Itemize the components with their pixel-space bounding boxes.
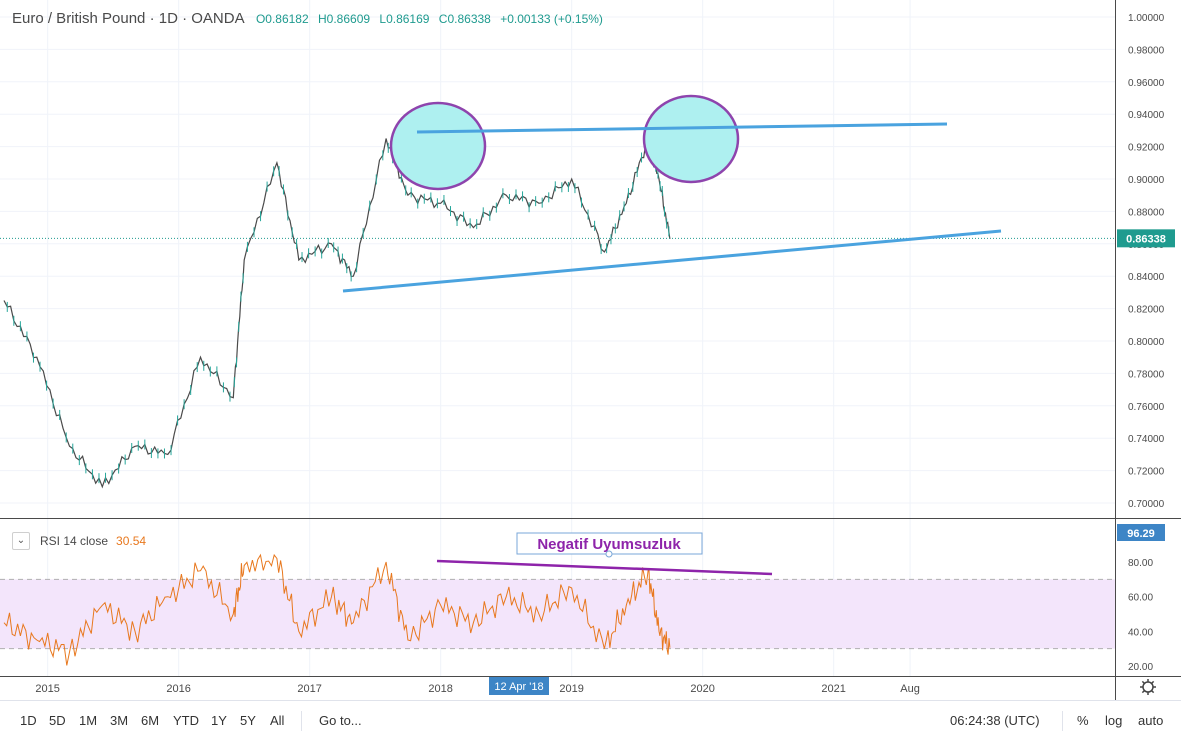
- timeframe-5d[interactable]: 5D: [49, 713, 66, 728]
- rsi-tick-label: 60.00: [1128, 593, 1153, 604]
- auto-button[interactable]: auto: [1138, 713, 1164, 728]
- crosshair-date-label: 12 Apr '18: [494, 681, 543, 693]
- annotation-text: Negatif Uyumsuzluk: [537, 536, 681, 553]
- drawings: Negatif Uyumsuzluk: [342, 94, 1002, 576]
- chart-legend: Euro / British Pound · 1D · OANDA O0.861…: [12, 10, 609, 27]
- price-line: [3, 135, 671, 489]
- annotation-anchor: [605, 550, 613, 558]
- price-tick-label: 0.98000: [1128, 45, 1165, 56]
- price-tick-label: 0.80000: [1128, 337, 1165, 348]
- rsi-tick-label: 20.00: [1128, 662, 1153, 673]
- rsi-line: [3, 553, 671, 666]
- price-tick-label: 0.82000: [1128, 305, 1165, 316]
- price-tick-label: 0.78000: [1128, 369, 1165, 380]
- timeframe-1m[interactable]: 1M: [79, 713, 98, 728]
- timeframe-all[interactable]: All: [270, 713, 285, 728]
- toolbar-divider: [1062, 711, 1063, 731]
- price-tick-label: 0.84000: [1128, 272, 1165, 283]
- rsi-band: [0, 578, 1115, 650]
- last-price-label: 0.86338: [1126, 233, 1166, 245]
- ohlc-values: O0.86182 H0.86609 L0.86169 C0.86338 +0.0…: [256, 12, 609, 26]
- gear-tooth: [1141, 680, 1145, 684]
- timeframe-1d[interactable]: 1D: [20, 713, 37, 728]
- bottom-toolbar: 1D 5D 1M 3M 6M YTD 1Y 5Y All Go to... 06…: [0, 700, 1181, 742]
- rsi-overbought-oversold-band: [0, 579, 1115, 649]
- support-trendline: [342, 229, 1002, 293]
- chevron-down-icon[interactable]: ⌄: [12, 532, 30, 550]
- time-tick-label: 2021: [821, 683, 845, 695]
- divergence-annotation: Negatif Uyumsuzluk: [516, 532, 703, 558]
- goto-button[interactable]: Go to...: [319, 713, 362, 728]
- time-tick-label: 2017: [297, 683, 321, 695]
- axes: 1.00000 0.98000 0.96000 0.94000 0.92000 0.900…: [35, 13, 1175, 695]
- price-tick-label: 0.88000: [1128, 207, 1165, 218]
- price-tick-label: 0.74000: [1128, 434, 1165, 445]
- price-tick-label: 0.70000: [1128, 499, 1165, 510]
- rsi-marker-label: 96.29: [1127, 528, 1155, 540]
- gridlines: [0, 0, 1115, 676]
- timeframe-5y[interactable]: 5Y: [240, 713, 256, 728]
- high-value: H0.86609: [318, 12, 371, 26]
- price-tick-label: 0.76000: [1128, 402, 1165, 413]
- last-price-tag: 0.86338: [1117, 229, 1175, 248]
- time-tick-label: Aug: [900, 683, 920, 695]
- last-price-bg: [1117, 229, 1175, 248]
- price-tick-label: 0.94000: [1128, 110, 1165, 121]
- rsi-legend: ⌄ RSI 14 close 30.54: [12, 532, 146, 550]
- rsi-marker-tag: 96.29: [1117, 524, 1165, 541]
- timeframe-3m[interactable]: 3M: [110, 713, 129, 728]
- gear-tooth: [1151, 690, 1155, 694]
- open-value: O0.86182: [255, 12, 309, 26]
- price-tick-label: 1.00000: [1128, 13, 1165, 24]
- crosshair-date-tag: 12 Apr '18: [489, 677, 549, 695]
- rsi-marker-bg: [1117, 524, 1165, 541]
- time-tick-label: 2015: [35, 683, 59, 695]
- gear-tooth: [1141, 690, 1145, 694]
- time-tick-label: 2018: [428, 683, 452, 695]
- toolbar-divider: [301, 711, 302, 731]
- close-value: C0.86338: [438, 12, 491, 26]
- time-tick-label: 2020: [690, 683, 714, 695]
- rsi-tick-label: 80.00: [1128, 558, 1153, 569]
- log-button[interactable]: log: [1105, 713, 1123, 728]
- low-value: L0.86169: [379, 12, 430, 26]
- price-tick-label: 0.90000: [1128, 175, 1165, 186]
- resistance-trendline: [416, 122, 948, 134]
- gear-icon: [1140, 679, 1156, 695]
- top-circle-right: [642, 94, 740, 184]
- crosshair-date-bg: [489, 677, 549, 695]
- gear-ring: [1142, 681, 1154, 693]
- symbol-title: Euro / British Pound · 1D · OANDA: [12, 10, 244, 27]
- percent-button[interactable]: %: [1077, 713, 1089, 728]
- time-tick-label: 2019: [559, 683, 583, 695]
- rsi-label: RSI 14 close: [40, 534, 109, 548]
- timeframe-1y[interactable]: 1Y: [211, 713, 227, 728]
- main-pane: [0, 0, 1115, 518]
- rsi-series: [3, 553, 671, 666]
- top-circle-left: [389, 101, 487, 191]
- rsi-tick-label: 40.00: [1128, 627, 1153, 638]
- gear-tooth: [1151, 680, 1155, 684]
- timeframe-6m[interactable]: 6M: [141, 713, 160, 728]
- timeframe-ytd[interactable]: YTD: [173, 713, 199, 728]
- price-tick-label: 0.72000: [1128, 467, 1165, 478]
- price-tick-label: 0.96000: [1128, 78, 1165, 89]
- price-tick-label: 0.92000: [1128, 143, 1165, 154]
- time-tick-label: 2016: [166, 683, 190, 695]
- change-value: +0.00133 (+0.15%): [500, 12, 603, 26]
- clock: 06:24:38 (UTC): [950, 713, 1040, 728]
- rsi-value: 30.54: [116, 534, 147, 548]
- divergence-line: [436, 559, 773, 576]
